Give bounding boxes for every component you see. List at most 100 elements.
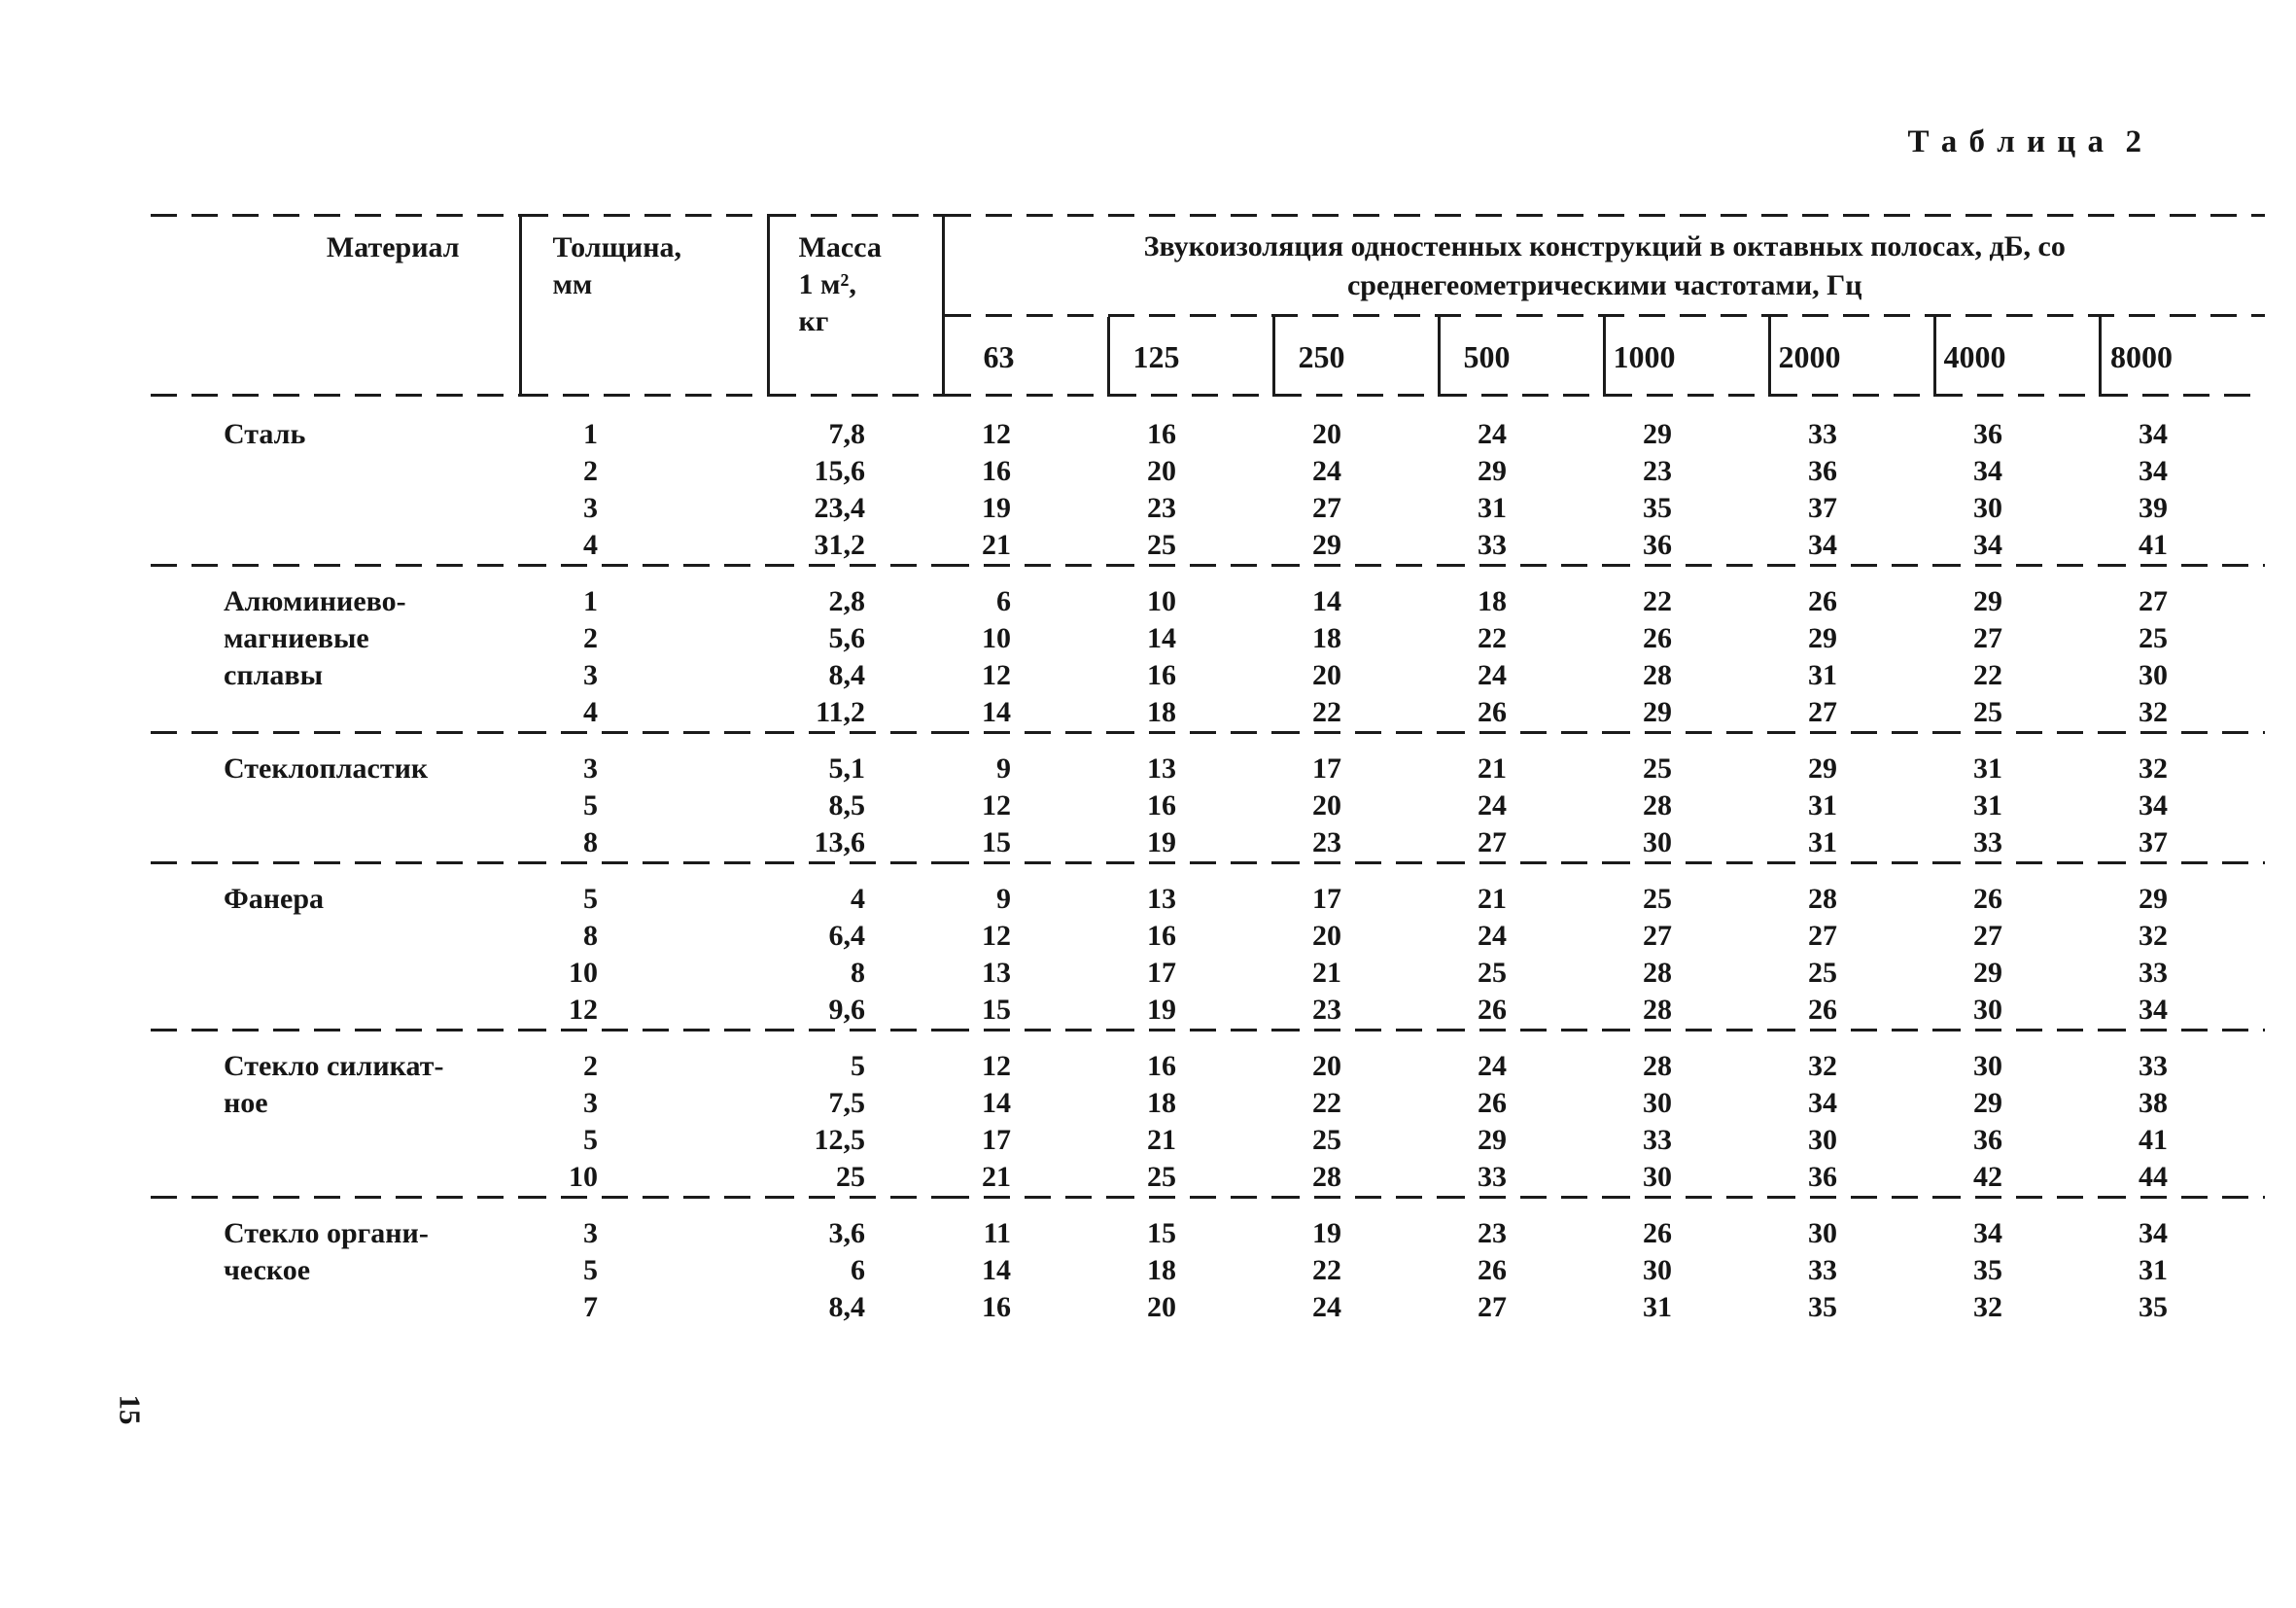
value-cell: 31 [2139,1254,2168,1286]
thickness-cell: 3 [583,1087,598,1119]
value-cell: 26 [1934,861,2100,918]
value-cell: 35 [1973,1254,2002,1286]
table-row: Сталь 1 7,8 12 16 20 24 29 33 36 34 [151,397,2265,453]
value-cell: 12 [982,920,1011,952]
value-cell: 23 [1312,994,1341,1026]
value-cell: 14 [982,1087,1011,1119]
mass-cell: 23,4 [814,492,866,524]
value-cell: 24 [1478,920,1507,952]
value-cell: 33 [1808,418,1837,450]
value-cell: 21 [1312,957,1341,989]
mass-column-header: Масса 1 м², кг [768,214,945,397]
value-cell: 34 [2139,789,2168,821]
mass-cell: 8 [851,957,865,989]
value-cell: 22 [1604,564,1769,620]
value-cell: 31 [1808,789,1837,821]
table-row: 10 25 21 25 28 33 30 36 42 44 [151,1159,2265,1196]
table-row: 12 9,6 15 19 23 26 28 26 30 34 [151,992,2265,1029]
table-row: Стекло органи- ческое 3 3,6 11 15 19 23 26 30 34 3… [151,1196,2265,1326]
mass-cell: 31,2 [814,529,866,561]
value-cell: 36 [1808,455,1837,487]
value-cell: 16 [982,1291,1011,1323]
value-cell: 12 [982,789,1011,821]
value-cell: 20 [1312,418,1341,450]
value-cell: 34 [1808,529,1837,561]
table-row: 4 31,2 21 25 29 33 36 34 34 41 [151,527,2265,564]
thickness-cell: 2 [583,622,598,654]
value-cell: 34 [1973,455,2002,487]
value-cell: 44 [2139,1161,2168,1193]
value-cell: 27 [1808,920,1837,952]
value-cell: 30 [1643,1161,1672,1193]
value-cell: 32 [1769,1029,1934,1085]
header-row-frequencies: 63 125 250 500 1000 2000 4000 8000 [151,317,2265,397]
value-cell: 27 [1478,826,1507,858]
value-cell: 34 [2100,1196,2265,1252]
value-cell: 29 [1769,731,1934,787]
value-cell: 27 [1973,622,2002,654]
value-cell: 12 [943,1029,1108,1085]
value-cell: 19 [1147,826,1176,858]
value-cell: 29 [1808,622,1837,654]
value-cell: 25 [2139,622,2168,654]
value-cell: 15 [1108,1196,1273,1252]
material-cell: Стекло силикат- ное [151,1029,520,1196]
thickness-cell: 2 [583,455,598,487]
thickness-cell: 4 [583,696,598,728]
thickness-cell: 3 [583,659,598,691]
value-cell: 25 [1312,1124,1341,1156]
material-cell: Фанера [151,861,520,1029]
value-cell: 20 [1312,920,1341,952]
freq-header: 8000 [2098,317,2265,397]
value-cell: 20 [1147,455,1176,487]
value-cell: 16 [1147,789,1176,821]
value-cell: 15 [982,994,1011,1026]
value-cell: 28 [1312,1161,1341,1193]
value-cell: 31 [1643,1291,1672,1323]
value-cell: 9 [943,731,1108,787]
table-row: Стекло силикат- ное 2 5 12 16 20 24 28 32 30 33 [151,1029,2265,1196]
value-cell: 6 [943,564,1108,620]
value-cell: 28 [1643,994,1672,1026]
value-cell: 17 [1273,731,1439,787]
value-cell: 36 [1643,529,1672,561]
value-cell: 26 [1478,696,1507,728]
freq-header: 63 [943,317,1108,397]
value-cell: 26 [1478,1254,1507,1286]
value-cell: 33 [1808,1254,1837,1286]
value-cell: 29 [1478,455,1507,487]
value-cell: 11 [943,1196,1108,1252]
thickness-cell: 8 [583,920,598,952]
value-cell: 34 [1973,529,2002,561]
thickness-cell: 8 [583,826,598,858]
value-cell: 33 [1478,529,1507,561]
value-cell: 22 [1312,696,1341,728]
value-cell: 39 [2139,492,2168,524]
table-row: 5 6 14 18 22 26 30 33 35 31 [151,1252,2265,1289]
material-cell: Алюминиево- магниевые сплавы [151,564,520,731]
value-cell: 30 [1769,1196,1934,1252]
table-row: 10 8 13 17 21 25 28 25 29 33 [151,955,2265,992]
thickness-cell: 5 [583,789,598,821]
material-cell: Сталь [224,418,306,450]
value-cell: 28 [1769,861,1934,918]
value-cell: 24 [1478,418,1507,450]
value-cell: 29 [1478,1124,1507,1156]
value-cell: 23 [1643,455,1672,487]
table-row: Фанера 5 4 9 13 17 21 25 28 26 29 [151,861,2265,1029]
value-cell: 18 [1147,696,1176,728]
value-cell: 30 [1643,826,1672,858]
mass-cell: 7,8 [828,418,866,450]
value-cell: 30 [1643,1087,1672,1119]
freq-header: 125 [1106,317,1273,397]
value-cell: 30 [1973,492,2002,524]
table-row: 2 5,6 10 14 18 22 26 29 27 25 [151,620,2265,657]
value-cell: 13 [1108,861,1273,918]
table-row: 8 6,4 12 16 20 24 27 27 27 32 [151,918,2265,955]
value-cell: 19 [1273,1196,1439,1252]
value-cell: 31 [1973,789,2002,821]
table-row: 5 12,5 17 21 25 29 33 30 36 41 [151,1122,2265,1159]
value-cell: 25 [1147,1161,1176,1193]
value-cell: 30 [1934,1029,2100,1085]
value-cell: 30 [2139,659,2168,691]
